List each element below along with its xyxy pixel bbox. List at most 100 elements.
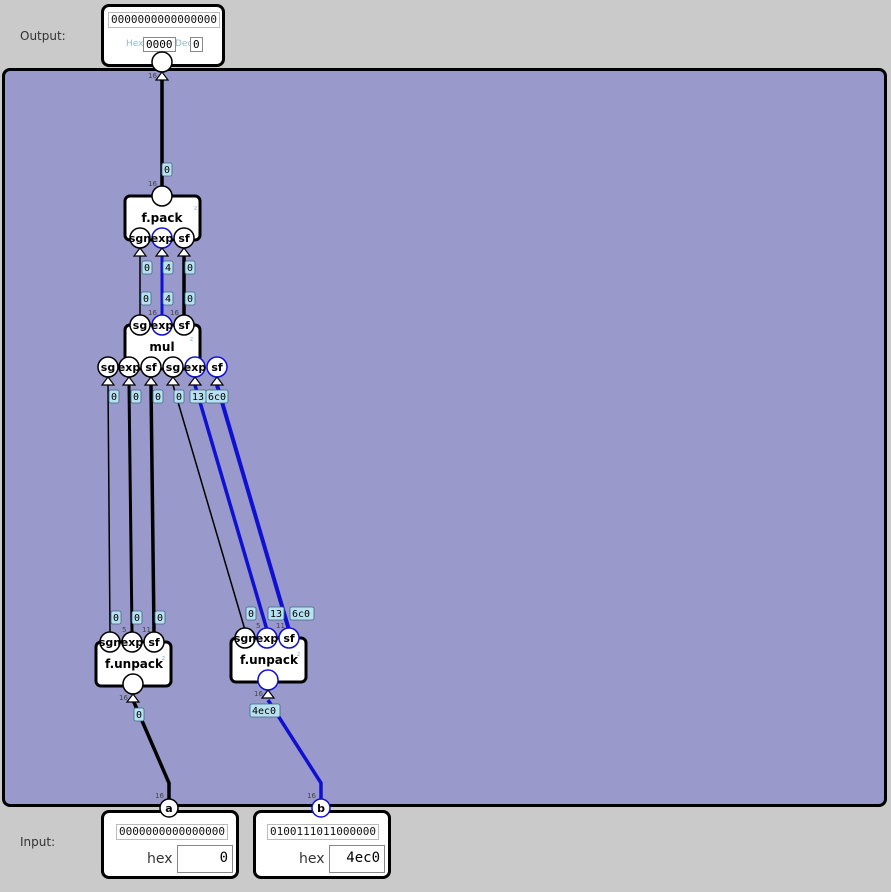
tag-pack-sf: 0 — [184, 260, 196, 275]
mul-in-b-sg-label: sg — [166, 361, 180, 374]
mul-in-a-sf-label: sf — [145, 361, 157, 374]
output-pin[interactable] — [151, 51, 173, 73]
mul-ref-mark: z — [190, 336, 193, 343]
pack-sgn-arrow — [132, 247, 148, 257]
unpack-a-ref-mark: z — [162, 655, 165, 662]
mul-in-a-sg-arrow — [100, 376, 116, 386]
ua-in-pin[interactable] — [122, 673, 144, 695]
width-mul-out-2: 16 — [170, 309, 179, 317]
wire-mul-b-sf[interactable] — [215, 384, 291, 631]
mul-out-sf[interactable] — [173, 314, 195, 336]
tag-mul-in-b-sf: 6c0 — [205, 389, 229, 404]
input-b-pin[interactable] — [311, 798, 331, 818]
width-mul-out-1: 16 — [148, 309, 157, 317]
svg-text:13: 13 — [192, 392, 204, 403]
ub-port-sf[interactable] — [278, 627, 300, 649]
wire-mul-a-sg[interactable] — [107, 384, 111, 633]
ub-port-sgn[interactable] — [234, 627, 256, 649]
ua-port-sf[interactable] — [143, 631, 165, 653]
svg-text:0: 0 — [134, 613, 140, 624]
ub-port-exp[interactable] — [256, 627, 278, 649]
mul-in-a-sg-label: sg — [101, 361, 115, 374]
unpack-b-ref-mark: z — [297, 651, 300, 658]
ub-port-exp-label: exp — [256, 632, 279, 645]
svg-text:4: 4 — [165, 294, 171, 305]
input-label: Input: — [20, 835, 56, 849]
ub-in-pin[interactable] — [257, 669, 279, 691]
pack-port-sf-label: sf — [178, 232, 190, 245]
tag-out: 0 — [161, 162, 173, 177]
svg-text:0: 0 — [111, 392, 117, 403]
mul-in-b-sf-label: sf — [211, 361, 223, 374]
svg-text:4ec0: 4ec0 — [252, 706, 276, 717]
ua-port-exp-label: exp — [121, 636, 144, 649]
wire-mul-b-exp[interactable] — [193, 384, 269, 631]
mul-in-a-exp-label: exp — [118, 361, 141, 374]
svg-text:0: 0 — [187, 263, 193, 274]
pack-ref-mark: z — [194, 205, 197, 212]
output-hex-label: Hex — [126, 39, 144, 49]
tag-ub-exp: 13 — [267, 606, 285, 621]
svg-text:0: 0 — [164, 165, 170, 176]
input-a-pin-label: a — [165, 802, 172, 815]
ua-in-arrow — [125, 693, 141, 703]
output-bits: 0000000000000000 — [108, 12, 220, 28]
width-ua-sf: 11 — [142, 626, 151, 634]
mul-out-exp[interactable] — [151, 314, 173, 336]
tag-ub-sf: 6c0 — [289, 606, 315, 621]
tag-ua-sf: 0 — [154, 610, 166, 625]
input-a-hex-field[interactable]: 0 — [177, 845, 233, 873]
pack-out-pin[interactable] — [151, 185, 173, 207]
input-b-bits[interactable]: 0100111011000000 — [267, 824, 379, 840]
tag-pack-exp: 4 — [162, 260, 174, 275]
svg-text:0: 0 — [176, 392, 182, 403]
input-b-panel: 0100111011000000 hex 4ec0 — [253, 810, 391, 879]
mul-in-a-exp-arrow — [121, 376, 137, 386]
input-b-pin-label: b — [317, 802, 325, 815]
tag-mul-in-a-sf: 0 — [152, 389, 164, 404]
width-ua-in: 16 — [119, 694, 128, 702]
wire-mul-b-sg[interactable] — [172, 384, 246, 631]
output-pin-arrow — [154, 71, 170, 81]
input-b-hex-field[interactable]: 4ec0 — [329, 845, 385, 873]
mul-in-b-sg-arrow — [165, 376, 181, 386]
input-a-pin[interactable] — [159, 798, 179, 818]
output-hex-value: 0000 — [143, 37, 176, 52]
tag-mul-in-b-exp: 13 — [189, 389, 207, 404]
output-dec-label: Dec — [175, 39, 193, 49]
svg-text:0: 0 — [113, 613, 119, 624]
tag-b-in: 4ec0 — [249, 703, 281, 718]
ua-port-sgn[interactable] — [99, 631, 121, 653]
tag-ua-sgn: 0 — [110, 610, 122, 625]
tag-mul-in-a-sg: 0 — [108, 389, 120, 404]
width-ua-exp: 5 — [122, 626, 126, 634]
input-a-bits[interactable]: 0000000000000000 — [116, 824, 228, 840]
unpack-b-title: f.unpack — [240, 653, 299, 667]
ub-port-sf-label: sf — [283, 632, 295, 645]
input-a-hex-label: hex — [147, 851, 173, 867]
pack-title: f.pack — [142, 211, 184, 225]
svg-text:0: 0 — [248, 609, 254, 620]
mul-in-a-sf-arrow — [143, 376, 159, 386]
wire-mul-a-exp[interactable] — [127, 384, 134, 633]
mul-out-sg[interactable] — [129, 314, 151, 336]
tag-a-in: 0 — [133, 707, 145, 722]
tag-mul-in-b-sg: 0 — [173, 389, 185, 404]
width-out: 16 — [148, 72, 157, 80]
svg-text:4: 4 — [165, 263, 171, 274]
svg-text:6c0: 6c0 — [292, 609, 310, 620]
wire-mul-a-sf[interactable] — [149, 384, 156, 633]
unpack-a-title: f.unpack — [105, 657, 164, 671]
tag-mul-sg: 0 — [140, 291, 152, 306]
svg-text:0: 0 — [144, 263, 150, 274]
tag-mul-in-a-exp: 0 — [130, 389, 142, 404]
svg-text:0: 0 — [136, 710, 142, 721]
mul-in-b-exp-arrow — [187, 376, 203, 386]
width-ub-in: 16 — [254, 690, 263, 698]
width-ub-exp: 5 — [256, 622, 260, 630]
mul-in-b-sf-arrow — [209, 376, 225, 386]
svg-text:13: 13 — [270, 609, 282, 620]
width-pack-out: 16 — [148, 180, 157, 188]
ua-port-exp[interactable] — [121, 631, 143, 653]
width-in-b: 16 — [307, 792, 316, 800]
